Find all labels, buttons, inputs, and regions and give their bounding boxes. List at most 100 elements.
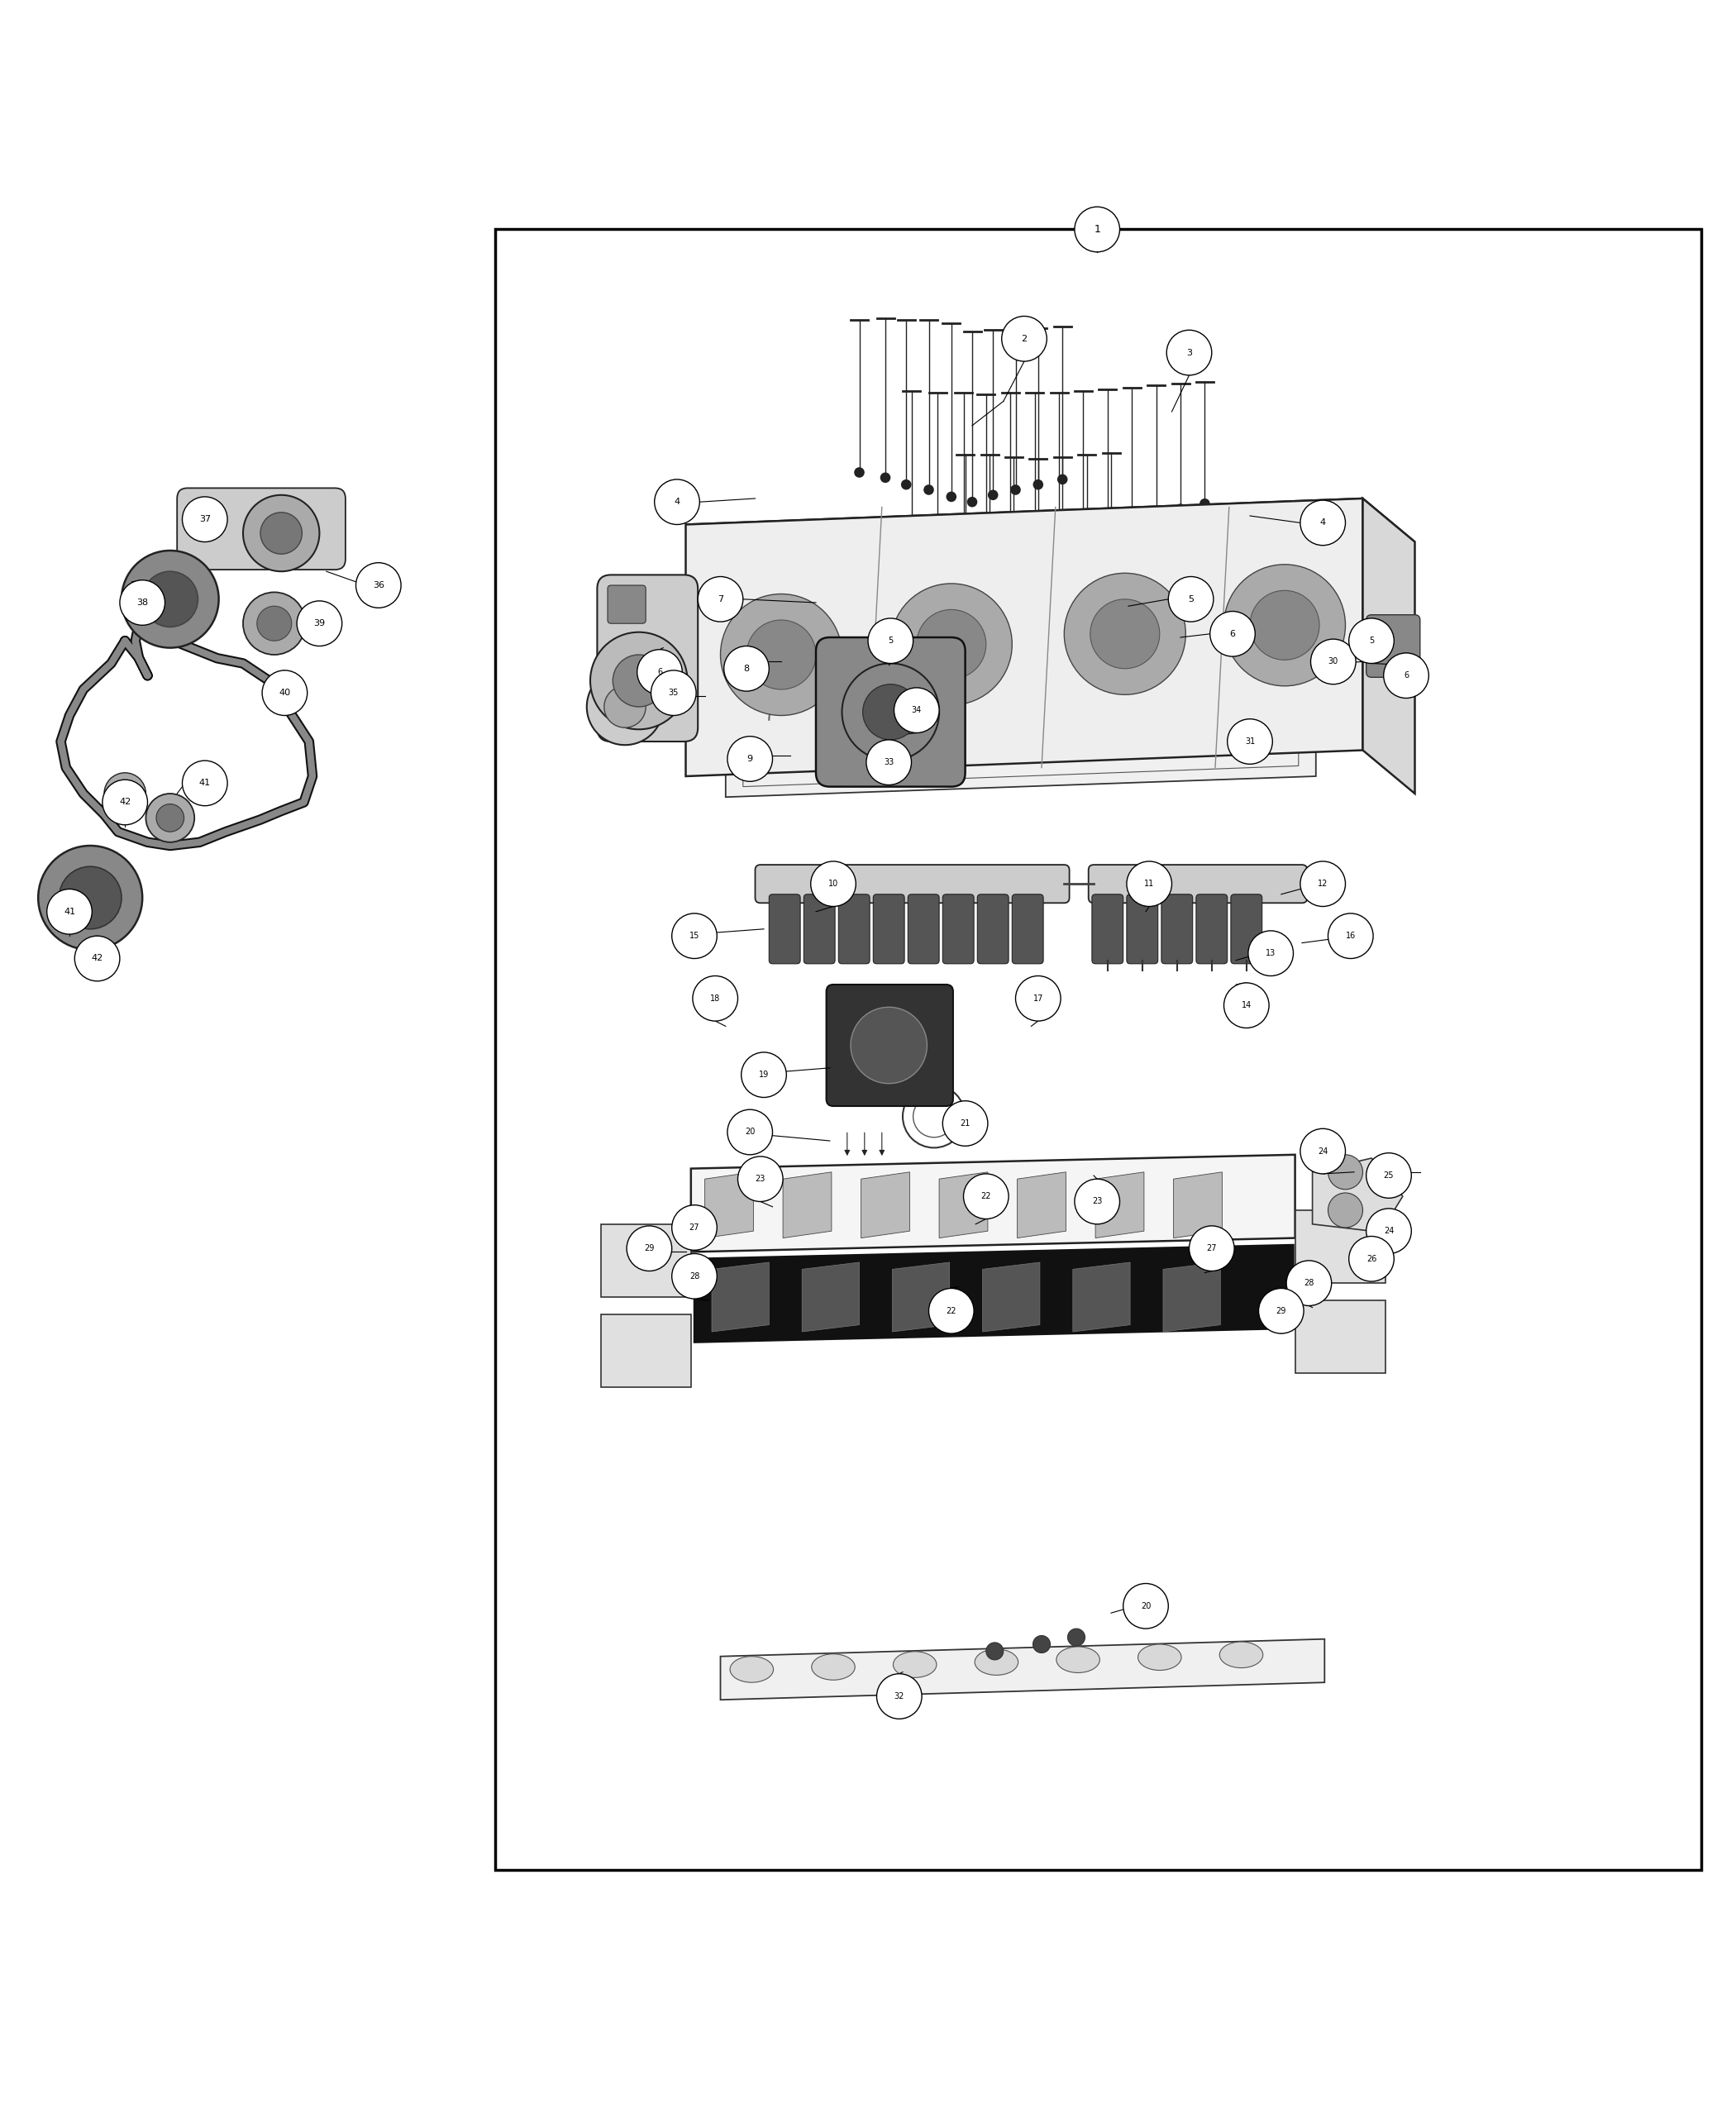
Circle shape <box>1033 1636 1050 1653</box>
FancyBboxPatch shape <box>873 894 904 963</box>
Text: 37: 37 <box>200 514 210 523</box>
Polygon shape <box>1163 1263 1220 1332</box>
Text: 30: 30 <box>1328 658 1338 666</box>
Circle shape <box>1250 590 1319 660</box>
Circle shape <box>1123 1583 1168 1629</box>
Circle shape <box>851 1008 927 1084</box>
Circle shape <box>727 1109 773 1155</box>
Circle shape <box>967 497 977 508</box>
Circle shape <box>981 546 991 557</box>
Text: 5: 5 <box>1370 637 1373 645</box>
Circle shape <box>672 1206 717 1250</box>
Circle shape <box>891 584 1012 704</box>
FancyBboxPatch shape <box>908 894 939 963</box>
Circle shape <box>1033 597 1043 607</box>
Text: 6: 6 <box>1404 672 1408 679</box>
Circle shape <box>1167 331 1212 375</box>
Text: 35: 35 <box>668 689 679 698</box>
Circle shape <box>1090 599 1160 668</box>
Polygon shape <box>1017 1172 1066 1237</box>
Circle shape <box>1349 1235 1394 1282</box>
Polygon shape <box>892 1263 950 1332</box>
FancyBboxPatch shape <box>809 626 833 719</box>
Circle shape <box>880 472 891 483</box>
Circle shape <box>811 862 856 906</box>
Circle shape <box>1300 500 1345 546</box>
Text: 31: 31 <box>1245 738 1255 746</box>
Circle shape <box>986 1642 1003 1659</box>
Text: 5: 5 <box>889 637 892 645</box>
Circle shape <box>854 468 865 479</box>
FancyBboxPatch shape <box>1196 894 1227 963</box>
Circle shape <box>182 761 227 805</box>
Circle shape <box>1029 535 1040 546</box>
FancyBboxPatch shape <box>766 626 790 719</box>
Circle shape <box>1311 639 1356 685</box>
Text: 13: 13 <box>1266 949 1276 957</box>
Text: 15: 15 <box>689 932 700 940</box>
Text: 42: 42 <box>92 955 102 963</box>
FancyBboxPatch shape <box>1069 626 1094 719</box>
Text: 10: 10 <box>828 879 838 887</box>
Polygon shape <box>691 1155 1295 1252</box>
FancyBboxPatch shape <box>1113 626 1137 719</box>
Circle shape <box>102 780 148 824</box>
Text: 28: 28 <box>689 1271 700 1280</box>
Text: 40: 40 <box>279 689 290 698</box>
Circle shape <box>1300 862 1345 906</box>
Circle shape <box>1005 540 1016 550</box>
Circle shape <box>1366 1208 1411 1254</box>
Circle shape <box>38 845 142 951</box>
Ellipse shape <box>1139 1644 1182 1670</box>
Ellipse shape <box>976 1648 1017 1676</box>
Circle shape <box>1127 862 1172 906</box>
FancyBboxPatch shape <box>1092 894 1123 963</box>
Circle shape <box>47 890 92 934</box>
Circle shape <box>877 1674 922 1718</box>
FancyBboxPatch shape <box>608 586 646 624</box>
Text: 4: 4 <box>674 497 681 506</box>
Circle shape <box>651 670 696 715</box>
Circle shape <box>104 774 146 814</box>
Text: 42: 42 <box>120 799 130 807</box>
Polygon shape <box>802 1263 859 1332</box>
Circle shape <box>1016 976 1061 1020</box>
Circle shape <box>1259 1288 1304 1334</box>
FancyBboxPatch shape <box>755 864 1069 902</box>
Polygon shape <box>743 624 1305 721</box>
Text: 38: 38 <box>137 599 148 607</box>
Circle shape <box>1189 1227 1234 1271</box>
Circle shape <box>1168 578 1213 622</box>
Circle shape <box>901 479 911 489</box>
FancyBboxPatch shape <box>939 626 963 719</box>
Circle shape <box>1286 1261 1332 1305</box>
FancyBboxPatch shape <box>977 894 1009 963</box>
Text: 16: 16 <box>1345 932 1356 940</box>
FancyBboxPatch shape <box>816 637 965 786</box>
Circle shape <box>932 535 943 546</box>
Circle shape <box>297 601 342 645</box>
Circle shape <box>356 563 401 607</box>
Circle shape <box>988 489 998 500</box>
Ellipse shape <box>1220 1642 1264 1667</box>
Text: 29: 29 <box>1276 1307 1286 1315</box>
Circle shape <box>1064 573 1186 696</box>
Ellipse shape <box>1055 1646 1101 1674</box>
Text: 41: 41 <box>200 780 210 786</box>
Ellipse shape <box>894 1651 937 1678</box>
Circle shape <box>627 1227 672 1271</box>
FancyBboxPatch shape <box>177 489 345 569</box>
Polygon shape <box>861 1172 910 1237</box>
FancyBboxPatch shape <box>1161 894 1193 963</box>
Circle shape <box>122 550 219 647</box>
Circle shape <box>741 1052 786 1098</box>
Circle shape <box>156 803 184 833</box>
Circle shape <box>1248 932 1293 976</box>
Text: 21: 21 <box>960 1119 970 1128</box>
Circle shape <box>1224 982 1269 1029</box>
Text: 26: 26 <box>1366 1254 1377 1263</box>
Circle shape <box>924 485 934 495</box>
Text: 7: 7 <box>717 594 724 603</box>
Circle shape <box>946 491 957 502</box>
Polygon shape <box>694 1246 1293 1343</box>
